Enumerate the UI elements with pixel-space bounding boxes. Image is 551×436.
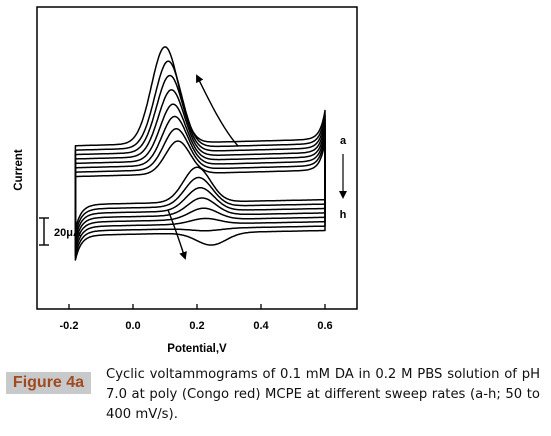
figure-caption: Cyclic voltammograms of 0.1 mM DA in 0.2… (106, 367, 540, 422)
x-tick-label: 0.6 (317, 320, 332, 332)
voltammogram-chart: -0.2 0.0 0.2 0.4 0.6 Potential,V Current 20μ… (13, 6, 358, 355)
anodic-sweep-arrow (196, 74, 239, 147)
series-end-label: h (340, 209, 347, 221)
x-tick-label: -0.2 (60, 320, 79, 332)
x-tick-label: 0.0 (125, 320, 140, 332)
x-tick-label: 0.2 (189, 320, 204, 332)
scale-bar: 20μA (39, 217, 81, 246)
scale-bar-label: 20μA (54, 227, 81, 239)
x-axis-ticks: -0.2 0.0 0.2 0.4 0.6 (60, 304, 333, 332)
cathodic-sweep-arrow (167, 209, 187, 260)
cv-curve-h (74, 46, 326, 261)
y-axis-title: Current (13, 149, 25, 191)
figure-label: Figure 4a (6, 372, 91, 394)
series-start-label: a (340, 135, 347, 147)
x-tick-label: 0.4 (253, 320, 269, 332)
x-axis-title: Potential,V (167, 343, 227, 355)
cv-curves (74, 46, 326, 261)
series-order-annotation: a h (339, 135, 347, 221)
